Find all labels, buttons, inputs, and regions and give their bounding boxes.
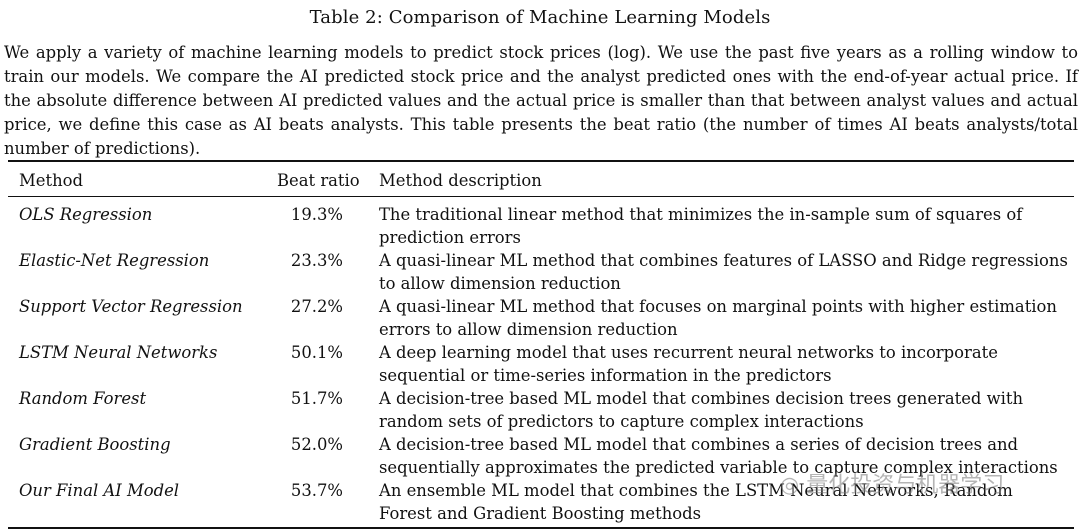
row-description: A decision-tree based ML model that comb…: [379, 389, 1024, 431]
row-beat-ratio: 51.7%: [290, 389, 343, 408]
table-bottom-rule: [8, 527, 1074, 529]
row-description: The traditional linear method that minim…: [379, 205, 1023, 247]
row-method: OLS Regression: [19, 205, 153, 224]
row-method: Support Vector Regression: [19, 297, 243, 316]
row-description: A quasi-linear ML method that combines f…: [379, 251, 1068, 293]
table-intro-paragraph: We apply a variety of machine learning m…: [4, 43, 1078, 158]
header-method-description: Method description: [379, 171, 542, 190]
row-method: Elastic-Net Regression: [19, 251, 210, 270]
row-beat-ratio: 52.0%: [290, 435, 343, 454]
row-beat-ratio: 27.2%: [290, 297, 343, 316]
row-beat-ratio: 53.7%: [290, 481, 343, 500]
row-beat-ratio: 23.3%: [290, 251, 343, 270]
row-beat-ratio: 19.3%: [290, 205, 343, 224]
row-description: A quasi-linear ML method that focuses on…: [379, 297, 1057, 339]
watermark: ◎ 量化投资与机器学习: [780, 474, 1004, 498]
header-beat-ratio: Beat ratio: [277, 171, 360, 190]
table-top-rule: [8, 160, 1074, 162]
table-header-rule: [8, 196, 1074, 197]
header-method: Method: [19, 171, 83, 190]
row-description: A deep learning model that uses recurren…: [379, 343, 998, 385]
row-method: Gradient Boosting: [19, 435, 171, 454]
row-description: An ensemble ML model that combines the L…: [379, 481, 1013, 523]
row-method: Random Forest: [19, 389, 147, 408]
wechat-icon: ◎: [780, 473, 800, 498]
row-beat-ratio: 50.1%: [290, 343, 343, 362]
watermark-text: 量化投资与机器学习: [806, 473, 1005, 498]
table-caption: Table 2: Comparison of Machine Learning …: [309, 7, 771, 28]
row-method: Our Final AI Model: [19, 481, 180, 500]
row-description: A decision-tree based ML model that comb…: [379, 435, 1058, 477]
row-method: LSTM Neural Networks: [19, 343, 218, 362]
